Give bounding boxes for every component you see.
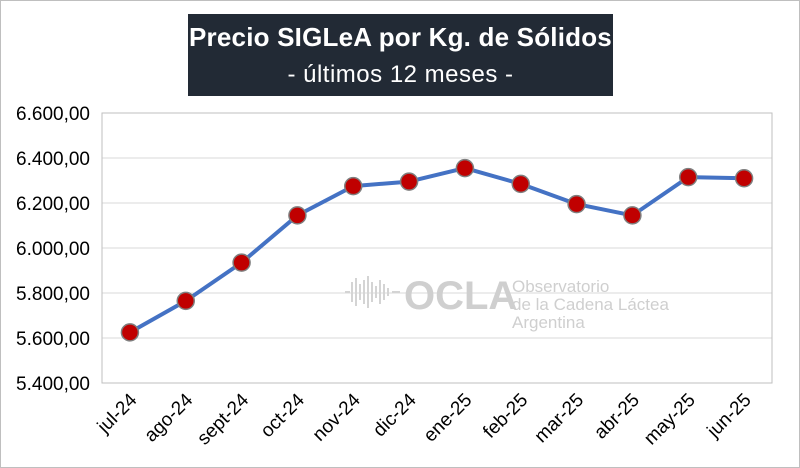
data-point xyxy=(623,206,642,225)
x-tick-label: ene-25 xyxy=(420,390,477,447)
x-tick-label: may-25 xyxy=(640,390,700,450)
y-tick-label: 5.800,00 xyxy=(16,284,90,305)
y-tick-label: 6.600,00 xyxy=(16,104,90,125)
y-tick-label: 5.400,00 xyxy=(16,374,90,395)
data-point xyxy=(455,158,475,178)
x-tick-label: jul-24 xyxy=(93,389,142,438)
watermark-word: OCLA xyxy=(404,274,517,318)
data-point xyxy=(679,167,698,187)
data-point xyxy=(567,194,586,214)
chart-subtitle: - últimos 12 meses - xyxy=(287,61,514,88)
watermark-line-3: Argentina xyxy=(512,313,585,332)
y-axis-ticks: 5.400,00 5.600,00 5.800,00 6.000,00 6.200,00… xyxy=(16,104,90,395)
series-line xyxy=(128,166,745,335)
plot-area xyxy=(101,112,773,384)
watermark-line-2: de la Cadena Láctea xyxy=(512,295,669,314)
data-point xyxy=(232,253,251,272)
data-point xyxy=(344,176,363,196)
data-point xyxy=(120,323,140,342)
x-tick-label: mar-25 xyxy=(531,390,588,447)
data-point xyxy=(511,174,530,194)
data-point xyxy=(288,206,307,225)
ocla-watermark: OCLA Observatorio de la Cadena Láctea Ar… xyxy=(345,274,669,332)
x-tick-label: feb-25 xyxy=(479,390,532,443)
title-box: Precio SIGLeA por Kg. de Sólidos - últim… xyxy=(188,14,613,96)
gridlines xyxy=(102,157,772,339)
watermark-line-1: Observatorio xyxy=(512,277,609,296)
x-tick-label: dic-24 xyxy=(369,389,421,441)
ocla-logo-icon xyxy=(345,276,400,308)
y-tick-label: 6.000,00 xyxy=(16,239,90,260)
data-point xyxy=(734,169,754,188)
series xyxy=(120,158,754,342)
x-tick-label: abr-25 xyxy=(590,390,644,444)
x-tick-label: nov-24 xyxy=(309,389,365,445)
data-point xyxy=(399,172,419,191)
y-tick-label: 5.600,00 xyxy=(16,329,90,350)
y-tick-label: 6.400,00 xyxy=(16,149,90,170)
y-tick-label: 6.200,00 xyxy=(16,194,90,215)
chart-title: Precio SIGLeA por Kg. de Sólidos xyxy=(189,22,612,52)
x-tick-label: oct-24 xyxy=(257,389,309,441)
x-tick-label: ago-24 xyxy=(141,389,198,446)
data-point xyxy=(176,291,195,311)
x-tick-label: sept-24 xyxy=(193,389,253,449)
x-tick-label: jun-25 xyxy=(703,390,756,443)
